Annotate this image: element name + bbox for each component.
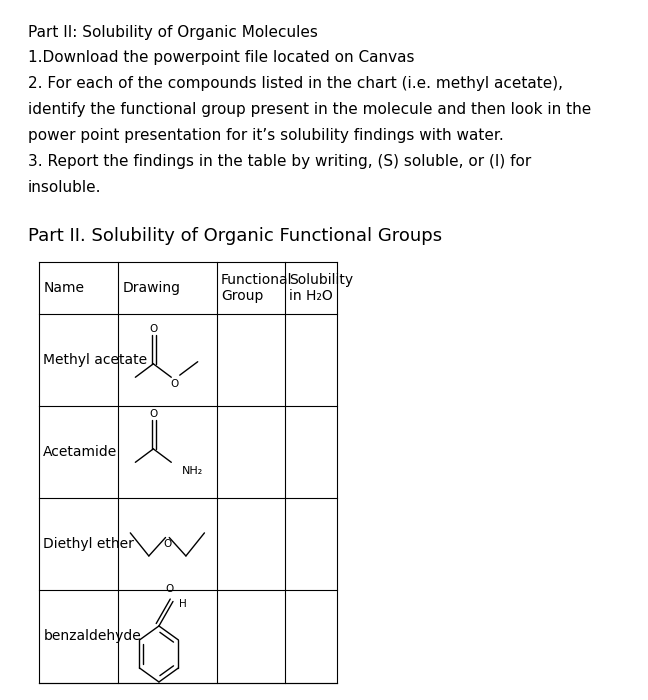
Text: Part II: Solubility of Organic Molecules: Part II: Solubility of Organic Molecules xyxy=(28,25,318,39)
Text: O: O xyxy=(165,584,173,594)
Text: 1.Download the powerpoint file located on Canvas: 1.Download the powerpoint file located o… xyxy=(28,50,415,65)
Text: identify the functional group present in the molecule and then look in the: identify the functional group present in… xyxy=(28,102,592,117)
Text: Acetamide: Acetamide xyxy=(43,445,117,459)
Text: 3. Report the findings in the table by writing, (S) soluble, or (I) for: 3. Report the findings in the table by w… xyxy=(28,154,531,169)
Text: Methyl acetate: Methyl acetate xyxy=(43,354,147,368)
Text: 2. For each of the compounds listed in the chart (i.e. methyl acetate),: 2. For each of the compounds listed in t… xyxy=(28,76,563,91)
Text: insoluble.: insoluble. xyxy=(28,180,102,195)
Text: H: H xyxy=(179,598,187,608)
Text: Part II. Solubility of Organic Functional Groups: Part II. Solubility of Organic Functiona… xyxy=(28,227,442,245)
Text: benzaldehyde: benzaldehyde xyxy=(43,629,141,643)
Text: Diethyl ether: Diethyl ether xyxy=(43,538,134,552)
Text: O: O xyxy=(149,324,157,334)
Text: Solubility
in H₂O: Solubility in H₂O xyxy=(290,273,354,303)
Text: O: O xyxy=(163,540,172,550)
Text: O: O xyxy=(170,379,178,389)
Text: power point presentation for it’s solubility findings with water.: power point presentation for it’s solubi… xyxy=(28,128,504,143)
Text: Functional
Group: Functional Group xyxy=(221,273,292,303)
Text: Drawing: Drawing xyxy=(122,281,181,295)
Text: O: O xyxy=(149,410,157,419)
Text: Name: Name xyxy=(44,281,85,295)
Text: NH₂: NH₂ xyxy=(181,466,203,476)
